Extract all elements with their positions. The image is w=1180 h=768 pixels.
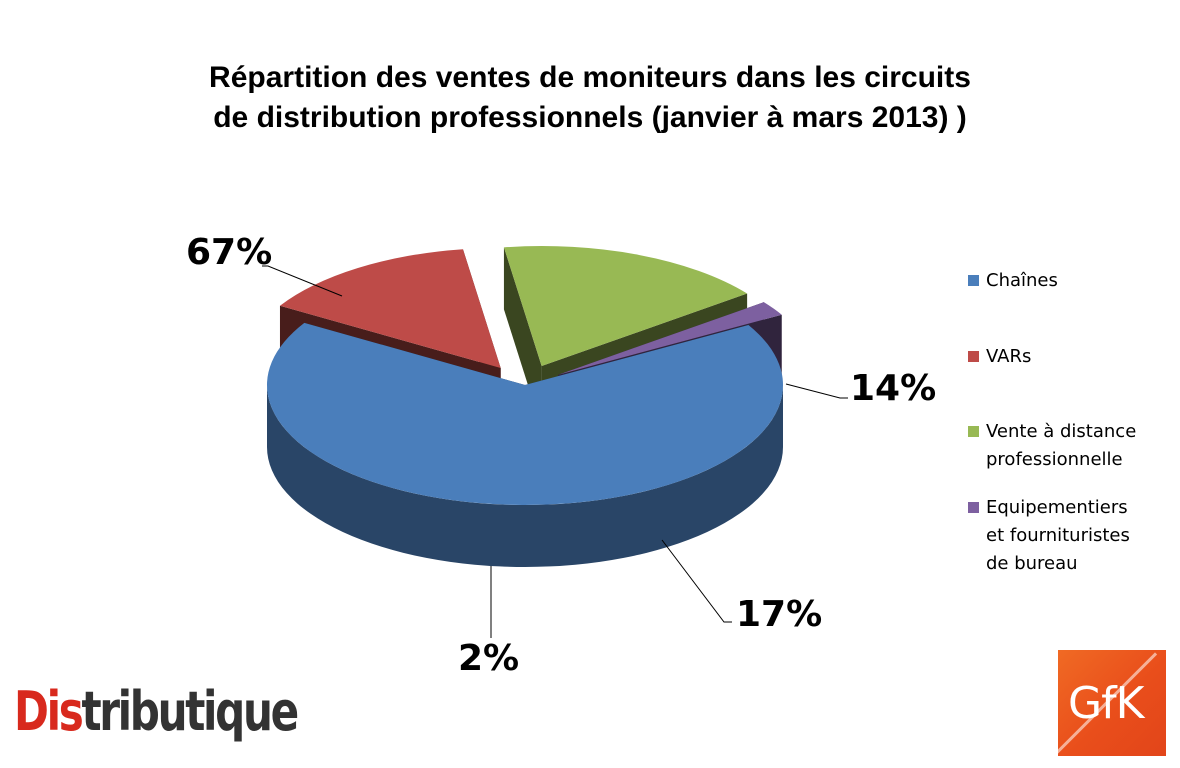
pie-slice-equipementiers-top [558,302,782,375]
legend-label-vars: VARs [986,346,1031,367]
pie-slice-vars-top [279,249,501,368]
distributique-logo-part1: Dis [14,680,84,743]
legend-swatch-equipementiers [968,502,979,513]
legend-label-equipementiers-1: Equipementiers [986,497,1128,518]
data-label-vente-distance: 17% [736,594,822,635]
data-label-equipementiers: 2% [458,638,519,679]
data-labels: 67% 14% 17% 2% [186,232,936,679]
legend-swatch-vars [968,351,979,362]
legend-label-vente-distance-1: Vente à distance [986,421,1136,442]
distributique-logo-part2: tributique [81,680,299,743]
chart-title-line-1: Répartition des ventes de moniteurs dans… [209,61,971,94]
pie-slice-vente-distance-wall-0 [503,247,542,429]
leader-line-chaines [262,265,343,297]
legend-label-vente-distance-2: professionnelle [986,449,1123,470]
leader-line-vars [785,383,848,399]
gfk-logo-text: GfK [1068,678,1144,729]
legend-swatch-chaines [968,275,979,286]
legend-swatch-vente-distance [968,426,979,437]
pie-slice-chaines [267,322,783,567]
gfk-logo: GfK [1058,650,1166,756]
legend: Chaînes VARs Vente à distance profession… [968,270,1136,574]
chart-title: Répartition des ventes de moniteurs dans… [0,58,1180,138]
leader-lines [262,265,848,638]
leader-line-vente-distance [661,539,732,623]
data-label-vars: 14% [850,368,936,409]
legend-label-chaines: Chaînes [986,270,1058,291]
pie-slices [267,246,783,567]
legend-label-equipementiers-3: de bureau [986,553,1078,574]
data-label-chaines: 67% [186,232,272,273]
pie-slice-chaines-side-0 [267,385,783,567]
distributique-logo: Distributique [14,672,299,752]
legend-label-equipementiers-2: et fournituristes [986,525,1130,546]
chart-title-line-2: de distribution professionnels (janvier … [213,101,967,134]
pie-slice-vente-distance-top [503,246,748,367]
pie-slice-chaines-top [267,322,783,505]
